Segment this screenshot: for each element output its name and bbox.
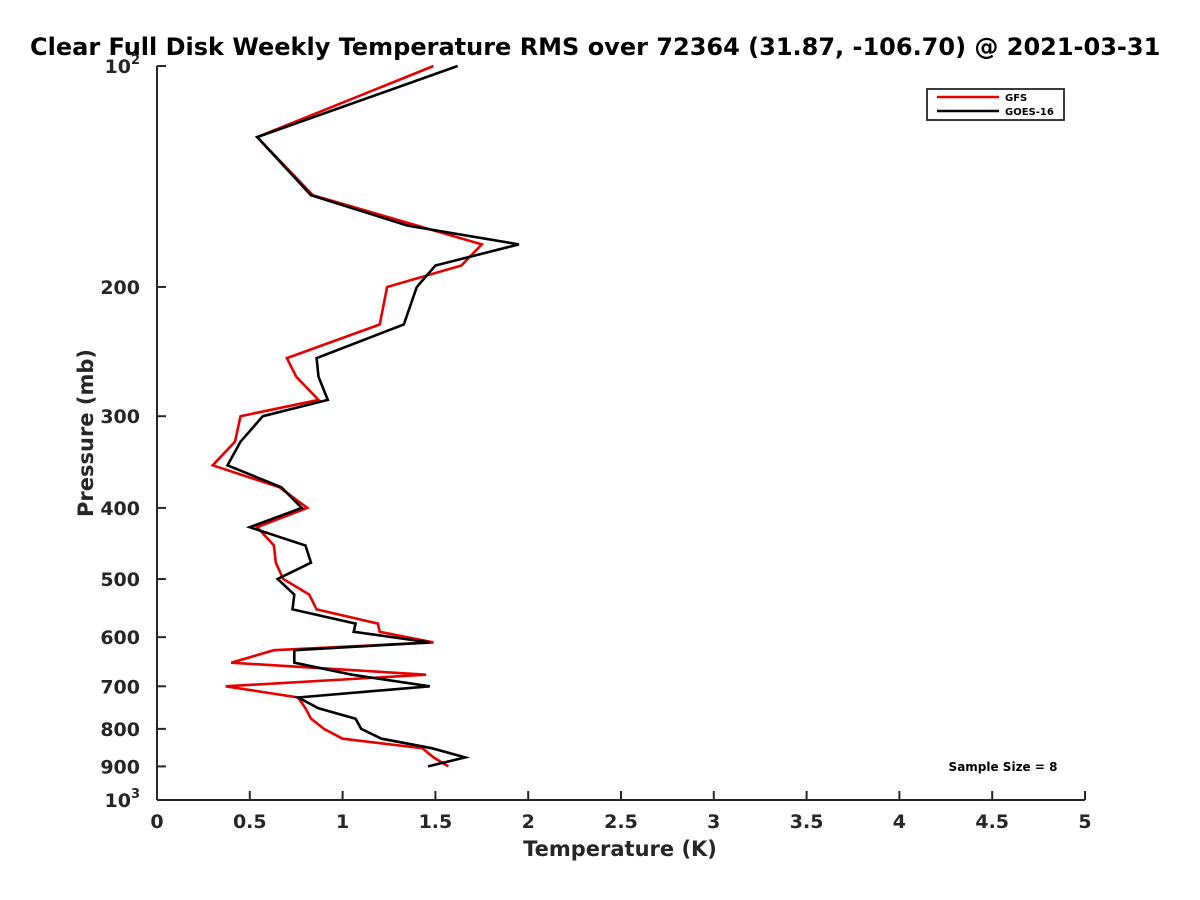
y-tick-label: 200 [100, 277, 140, 299]
x-tick-label: 0 [150, 811, 163, 833]
y-tick-label: 103 [105, 787, 141, 812]
x-tick-label: 4 [893, 811, 906, 833]
y-tick-label: 600 [100, 627, 140, 649]
x-tick-label: 3 [707, 811, 720, 833]
x-axis-label: Temperature (K) [523, 837, 717, 861]
series-line-gfs [210, 64, 485, 768]
legend-box [926, 88, 1065, 121]
y-tick-label: 900 [100, 756, 140, 778]
x-tick-label: 1 [336, 811, 349, 833]
x-tick-label: 1.5 [419, 811, 453, 833]
x-tick-label: 4.5 [975, 811, 1009, 833]
series-line-goes-16 [225, 64, 520, 768]
sample-size-annotation: Sample Size = 8 [949, 760, 1058, 774]
y-tick-label: 400 [100, 498, 140, 520]
y-axis-label: Pressure (mb) [74, 349, 98, 517]
x-tick-label: 0.5 [233, 811, 267, 833]
y-tick-label: 500 [100, 569, 140, 591]
x-axis: 0 0.5 1 1.5 2 2.5 3 3.5 4 4.5 5 [150, 791, 1092, 833]
y-tick-label: 800 [100, 719, 140, 741]
y-tick-label: 300 [100, 406, 140, 428]
chart-title: Clear Full Disk Weekly Temperature RMS o… [30, 33, 1160, 61]
x-tick-label: 2 [522, 811, 535, 833]
plot-area [210, 64, 520, 768]
y-tick-label: 102 [105, 53, 141, 78]
legend: GFS GOES-16 [926, 88, 1065, 121]
x-tick-label: 2.5 [604, 811, 638, 833]
y-tick-label: 700 [100, 676, 140, 698]
y-axis: 102 200 300 400 500 600 700 800 900 103 [100, 53, 166, 812]
legend-label-goes-16: GOES-16 [1005, 107, 1054, 118]
legend-label-gfs: GFS [1005, 93, 1027, 104]
x-tick-label: 3.5 [790, 811, 824, 833]
x-tick-label: 5 [1078, 811, 1091, 833]
